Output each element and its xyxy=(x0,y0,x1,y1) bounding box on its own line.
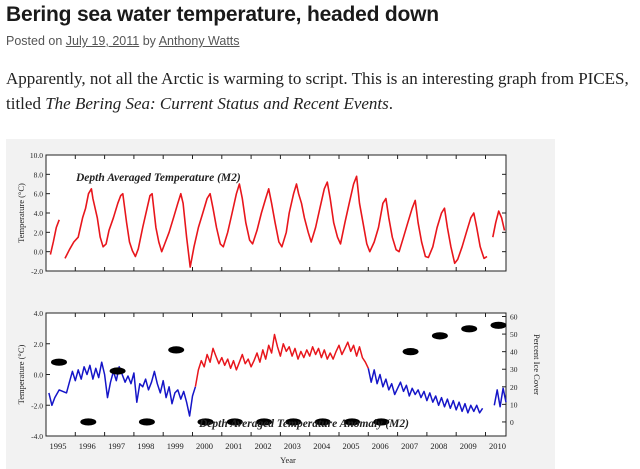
body-text: Apparently, not all the Arctic is warmin… xyxy=(6,69,629,113)
bottom-y2-tick-label: 60 xyxy=(510,313,518,322)
top-y-axis-label: Temperature (°C) xyxy=(16,183,26,243)
temperature-series-segment xyxy=(49,219,60,255)
top-y-tick-label: 8.0 xyxy=(34,170,44,179)
ice-cover-marker xyxy=(226,418,243,426)
x-tick-label: 1996 xyxy=(79,441,96,451)
x-tick-label: 2007 xyxy=(401,441,418,451)
post-meta: Posted on July 19, 2011 by Anthony Watts xyxy=(6,34,240,48)
post-body: Apparently, not all the Arctic is warmin… xyxy=(6,66,634,116)
author-link[interactable]: Anthony Watts xyxy=(158,34,240,48)
top-panel-frame xyxy=(45,154,507,272)
bottom-y-tick-label: 4.0 xyxy=(34,309,44,318)
ice-cover-marker xyxy=(138,418,155,426)
body-end: . xyxy=(388,94,394,113)
top-y-tick-label: 10.0 xyxy=(30,151,43,160)
x-tick-label: 2001 xyxy=(225,441,242,451)
top-y-tick-label: 2.0 xyxy=(34,228,44,237)
post-date-link[interactable]: July 19, 2011 xyxy=(65,34,140,48)
bottom-chart-title: Depth Averaged Temperature Anomaly (M2) xyxy=(198,418,409,430)
ice-cover-marker xyxy=(51,358,67,366)
anomaly-series-warm xyxy=(194,333,369,387)
x-tick-label: 2009 xyxy=(460,441,477,451)
top-y-tick-label: 0.0 xyxy=(34,248,44,257)
x-tick-label: 2002 xyxy=(255,441,272,451)
bottom-y2-tick-label: 0 xyxy=(510,418,514,427)
x-tick-label: 2010 xyxy=(489,441,506,451)
x-tick-label: 2005 xyxy=(342,441,359,451)
anomaly-series-tail xyxy=(493,387,507,408)
bottom-y2-tick-label: 50 xyxy=(510,330,518,339)
by-label: by xyxy=(142,34,156,48)
ice-cover-marker xyxy=(373,418,390,426)
x-tick-label: 2004 xyxy=(313,441,331,451)
ice-cover-marker xyxy=(461,325,478,333)
bottom-y-axis-label: Temperature (°C) xyxy=(16,344,26,404)
bottom-y-tick-label: -4.0 xyxy=(31,432,43,441)
ice-cover-marker xyxy=(402,348,419,356)
x-tick-label: 2006 xyxy=(372,441,389,451)
posted-on-label: Posted on xyxy=(6,34,63,48)
x-tick-label: 1997 xyxy=(108,441,125,451)
x-tick-label: 2003 xyxy=(284,441,301,451)
x-tick-label: 1999 xyxy=(167,441,184,451)
top-y-tick-label: -2.0 xyxy=(31,267,43,276)
chart-svg: 10.0 8.0 6.0 4.0 2.0 0.0 -2.0 Depth Averaged Te… xyxy=(16,151,542,465)
ice-cover-marker xyxy=(168,346,185,354)
bottom-y2-tick-label: 30 xyxy=(510,365,518,374)
body-quoted-title: The Bering Sea: Current Status and Recen… xyxy=(45,94,389,113)
ice-cover-marker xyxy=(343,418,360,426)
bottom-y2-tick-label: 20 xyxy=(510,383,518,392)
anomaly-series-cold xyxy=(367,368,484,414)
ice-cover-marker xyxy=(490,321,507,329)
ice-cover-marker xyxy=(80,418,97,426)
ice-cover-marker xyxy=(109,367,126,375)
bottom-y-tick-label: -2.0 xyxy=(31,401,43,410)
top-y-tick-label: 4.0 xyxy=(34,209,44,218)
top-chart-title: Depth Averaged Temperature (M2) xyxy=(75,172,241,184)
bottom-panel-frame xyxy=(45,312,507,437)
post-title: Bering sea water temperature, headed dow… xyxy=(6,3,439,26)
ice-cover-marker xyxy=(285,418,302,426)
x-axis-label: Year xyxy=(280,455,296,465)
bottom-y-tick-label: 0.0 xyxy=(34,371,44,380)
ice-cover-marker xyxy=(256,418,273,426)
temperature-series-segment xyxy=(64,175,488,268)
anomaly-series-early xyxy=(48,361,197,417)
temperature-series-segment xyxy=(492,210,506,238)
x-tick-label: 1995 xyxy=(50,441,67,451)
x-tick-label: 1998 xyxy=(137,441,154,451)
bottom-y-tick-label: 2.0 xyxy=(34,340,44,349)
ice-cover-marker xyxy=(197,418,214,426)
y2-axis-label: Percent Ice Cover xyxy=(532,334,542,395)
top-y-tick-label: 6.0 xyxy=(34,190,44,199)
bottom-y2-tick-label: 40 xyxy=(510,348,518,357)
x-tick-label: 2008 xyxy=(430,441,447,451)
ice-cover-marker xyxy=(431,332,448,340)
ice-cover-marker xyxy=(314,418,331,426)
pices-chart-figure: 10.0 8.0 6.0 4.0 2.0 0.0 -2.0 Depth Averaged Te… xyxy=(6,139,555,469)
bottom-y2-tick-label: 10 xyxy=(510,400,518,409)
x-tick-label: 2000 xyxy=(196,441,213,451)
